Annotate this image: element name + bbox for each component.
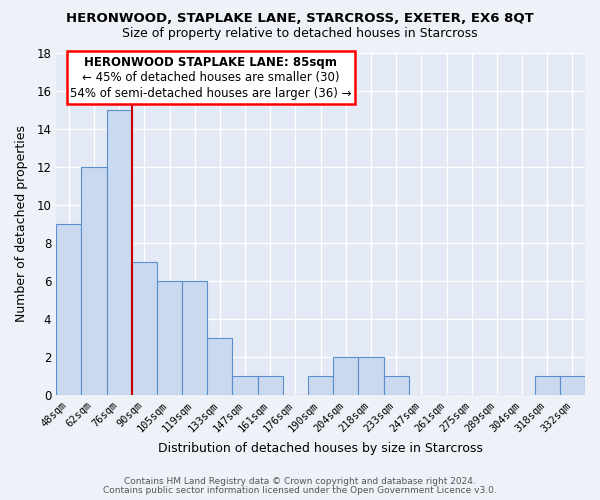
Bar xyxy=(333,357,358,395)
Bar xyxy=(207,338,232,395)
Bar xyxy=(132,262,157,395)
Bar xyxy=(535,376,560,395)
Bar xyxy=(308,376,333,395)
X-axis label: Distribution of detached houses by size in Starcross: Distribution of detached houses by size … xyxy=(158,442,483,455)
Text: 54% of semi-detached houses are larger (36) →: 54% of semi-detached houses are larger (… xyxy=(70,87,352,100)
Bar xyxy=(107,110,132,395)
Bar xyxy=(257,376,283,395)
Text: Contains HM Land Registry data © Crown copyright and database right 2024.: Contains HM Land Registry data © Crown c… xyxy=(124,477,476,486)
Text: Size of property relative to detached houses in Starcross: Size of property relative to detached ho… xyxy=(122,28,478,40)
Text: HERONWOOD, STAPLAKE LANE, STARCROSS, EXETER, EX6 8QT: HERONWOOD, STAPLAKE LANE, STARCROSS, EXE… xyxy=(66,12,534,26)
Bar xyxy=(182,281,207,395)
Text: ← 45% of detached houses are smaller (30): ← 45% of detached houses are smaller (30… xyxy=(82,72,340,85)
Bar xyxy=(232,376,257,395)
Text: HERONWOOD STAPLAKE LANE: 85sqm: HERONWOOD STAPLAKE LANE: 85sqm xyxy=(85,56,337,69)
Bar xyxy=(157,281,182,395)
Text: Contains public sector information licensed under the Open Government Licence v3: Contains public sector information licen… xyxy=(103,486,497,495)
Y-axis label: Number of detached properties: Number of detached properties xyxy=(15,126,28,322)
Bar xyxy=(383,376,409,395)
Bar xyxy=(560,376,585,395)
FancyBboxPatch shape xyxy=(67,51,355,104)
Bar xyxy=(56,224,82,395)
Bar xyxy=(82,166,107,395)
Bar xyxy=(358,357,383,395)
